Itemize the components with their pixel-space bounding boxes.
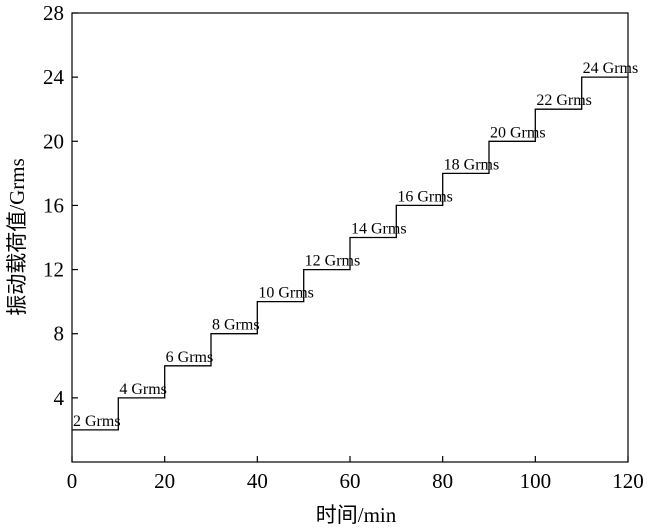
x-tick-label: 20: [154, 469, 175, 493]
step-label: 18 Grms: [444, 156, 500, 173]
x-tick-label: 40: [247, 469, 268, 493]
step-label: 12 Grms: [305, 253, 361, 270]
step-label: 10 Grms: [258, 285, 314, 302]
step-label: 20 Grms: [490, 124, 546, 141]
y-tick-label: 12: [43, 258, 64, 282]
step-label: 4 Grms: [119, 381, 167, 398]
y-tick-label: 4: [54, 386, 65, 410]
x-tick-label: 80: [432, 469, 453, 493]
step-label: 24 Grms: [583, 60, 639, 77]
y-axis-title: 振动载荷值/Grms: [5, 158, 29, 316]
y-tick-label: 8: [54, 322, 65, 346]
step-label: 16 Grms: [397, 188, 453, 205]
x-tick-label: 100: [520, 469, 552, 493]
y-tick-label: 28: [43, 1, 64, 25]
x-tick-label: 0: [67, 469, 78, 493]
series-line: [72, 76, 628, 431]
step-label: 6 Grms: [166, 349, 214, 366]
step-label: 2 Grms: [73, 413, 121, 430]
step-label: 8 Grms: [212, 317, 260, 334]
y-tick-label: 24: [43, 65, 65, 89]
y-tick-label: 16: [43, 193, 64, 217]
x-tick-label: 120: [612, 469, 644, 493]
step-label: 22 Grms: [536, 92, 592, 109]
y-tick-label: 20: [43, 129, 64, 153]
step-label: 14 Grms: [351, 221, 407, 238]
x-axis-title: 时间/min: [316, 503, 397, 527]
x-tick-label: 60: [340, 469, 361, 493]
